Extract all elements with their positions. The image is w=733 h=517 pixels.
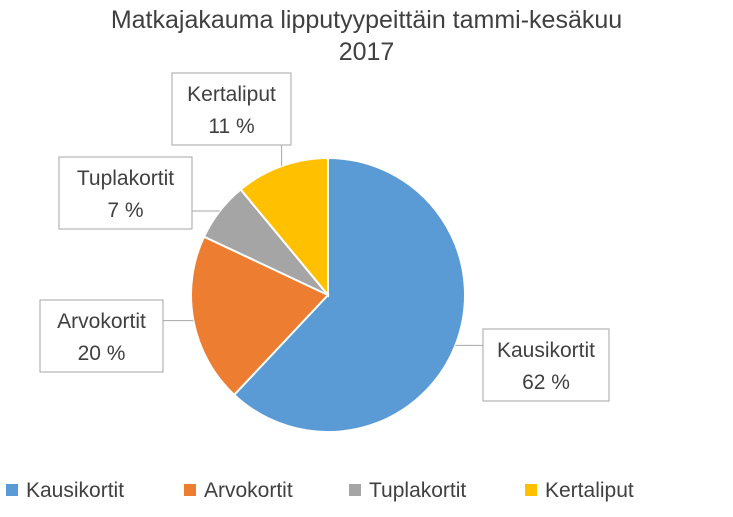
pie-slice-kausikortit (232, 156, 466, 433)
legend-swatch-arvokortit (184, 484, 196, 496)
data-label-value-kausikortit: 62 % (522, 371, 570, 394)
pie-slice-kertaliput (239, 156, 329, 298)
data-label-category-tuplakortit: Tuplakortit (77, 167, 174, 190)
legend-swatch-kertaliput (525, 484, 537, 496)
chart-title-line-2: 2017 (338, 38, 395, 66)
data-label-box-kausikortit (482, 328, 610, 402)
data-label-box-tuplakortit (58, 156, 193, 230)
data-label-category-kausikortit: Kausikortit (497, 339, 595, 362)
data-label-category-arvokortit: Arvokortit (57, 310, 146, 333)
data-label-value-tuplakortit: 7 % (107, 199, 143, 222)
data-label-value-kertaliput: 11 % (208, 115, 254, 138)
data-label-box-arvokortit (39, 299, 164, 373)
legend-label-tuplakortit: Tuplakortit (369, 479, 466, 502)
data-label-category-kertaliput: Kertaliput (187, 83, 276, 106)
legend-label-arvokortit: Arvokortit (204, 479, 293, 502)
legend-label-kausikortit: Kausikortit (26, 479, 124, 502)
legend-swatch-kausikortit (6, 484, 18, 496)
legend-swatch-tuplakortit (349, 484, 361, 496)
legend-label-kertaliput: Kertaliput (545, 479, 634, 502)
chart-title: Matkajakauma lipputyypeittäin tammi-kesä… (110, 6, 623, 34)
data-label-box-kertaliput (171, 72, 292, 146)
data-label-value-arvokortit: 20 % (78, 342, 126, 365)
